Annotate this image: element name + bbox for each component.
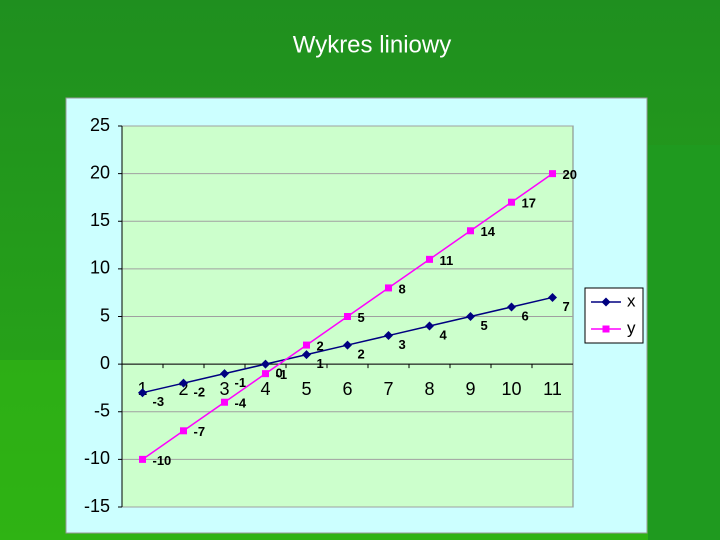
data-point [221, 398, 228, 406]
data-label: 1 [317, 356, 324, 371]
x-tick-label: 11 [543, 379, 562, 399]
data-label: -1 [276, 367, 288, 382]
data-point [220, 369, 229, 379]
data-point [385, 284, 392, 292]
data-point [426, 255, 433, 263]
data-label: 8 [399, 281, 406, 296]
y-tick-label: 0 [100, 353, 110, 373]
x-tick-label: 8 [424, 379, 434, 399]
data-label: -7 [194, 424, 206, 439]
data-point [302, 350, 311, 360]
data-point [344, 313, 351, 320]
data-point [179, 378, 188, 388]
data-label: -1 [235, 375, 247, 390]
y-tick-label: -15 [84, 496, 110, 516]
x-tick-label: 10 [501, 379, 521, 399]
data-label: 17 [522, 196, 536, 211]
data-point [139, 455, 146, 463]
data-label: -3 [153, 394, 165, 409]
data-label: 11 [440, 253, 454, 268]
legend-label: y [627, 318, 636, 337]
data-label: 6 [522, 308, 529, 323]
data-point [548, 292, 557, 302]
data-label: 20 [563, 167, 577, 182]
data-label: 0 [276, 366, 283, 381]
legend-label: x [627, 291, 636, 310]
data-label: 7 [563, 299, 570, 314]
data-point [467, 227, 474, 235]
data-label: -2 [194, 385, 206, 400]
data-point [303, 341, 310, 349]
legend-marker [601, 297, 611, 307]
y-tick-label: 10 [90, 258, 110, 278]
data-point [180, 427, 187, 435]
y-tick-label: -5 [94, 401, 110, 421]
legend-marker [602, 325, 610, 333]
data-point [508, 198, 515, 206]
decor [648, 145, 720, 540]
slide-title: Wykres liniowy [293, 31, 451, 58]
y-tick-label: 5 [100, 305, 110, 325]
data-label: 4 [440, 327, 448, 342]
data-label: -10 [153, 453, 172, 468]
x-tick-label: 4 [260, 379, 270, 399]
data-point [262, 370, 269, 378]
data-label: 2 [358, 347, 365, 362]
x-tick-label: 5 [301, 379, 311, 399]
x-tick-label: 6 [342, 379, 352, 399]
legend [584, 287, 644, 344]
y-tick-label: 20 [90, 162, 110, 182]
y-tick-label: -10 [84, 448, 110, 468]
data-label: 5 [481, 318, 488, 333]
y-tick-label: 25 [90, 115, 110, 135]
data-point [507, 302, 516, 312]
data-label: -4 [235, 396, 247, 411]
x-tick-label: 7 [383, 379, 393, 399]
data-label: 14 [481, 224, 496, 239]
data-label: 3 [399, 337, 406, 352]
data-label: 2 [317, 339, 324, 354]
data-point [343, 340, 352, 350]
x-tick-label: 3 [219, 379, 229, 399]
data-point [384, 331, 393, 341]
data-point [138, 388, 147, 398]
data-point [549, 170, 556, 178]
data-point [425, 321, 434, 331]
x-tick-label: 2 [178, 379, 188, 399]
data-point [466, 312, 475, 321]
x-tick-label: 9 [465, 379, 475, 399]
y-tick-label: 15 [90, 210, 110, 230]
data-label: 5 [358, 310, 365, 325]
data-point [261, 359, 270, 369]
